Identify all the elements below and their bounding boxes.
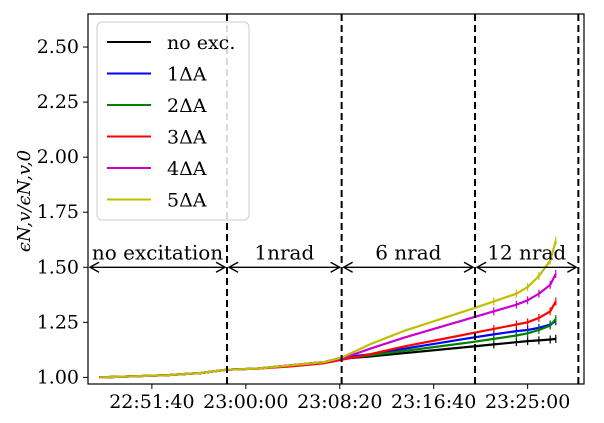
x-tick-label: 23:08:20 <box>297 391 382 413</box>
annotation-label: 1nrad <box>254 240 314 264</box>
x-tick-label: 22:51:40 <box>109 391 194 413</box>
annotation-label: no excitation <box>92 240 223 264</box>
series-line <box>99 318 557 379</box>
y-tick-label: 1.50 <box>37 256 79 278</box>
x-tick-label: 23:25:00 <box>485 391 570 413</box>
plot-frame <box>87 13 585 385</box>
arrow-head <box>567 261 578 273</box>
legend-label: 5ΔA <box>167 190 207 212</box>
y-tick-label: 2.00 <box>37 146 79 168</box>
y-tick-label: 2.25 <box>37 91 79 113</box>
legend-label: no exc. <box>167 32 235 54</box>
arrow-head <box>342 261 353 273</box>
legend-box <box>96 21 250 221</box>
arrow-head <box>475 261 487 273</box>
annotation-label: 6 nrad <box>375 240 441 264</box>
x-tick-label: 23:00:00 <box>203 391 288 413</box>
y-tick-label: 1.25 <box>37 311 79 333</box>
x-tick-label: 23:16:40 <box>391 391 476 413</box>
series-line <box>99 337 556 379</box>
arrow-head <box>227 261 239 273</box>
vlines-layer <box>226 14 580 384</box>
legend-label: 3ΔA <box>167 127 207 149</box>
legend-label: 2ΔA <box>167 95 207 117</box>
y-tick-label: 1.75 <box>37 201 79 223</box>
legend-label: 4ΔA <box>167 158 207 180</box>
legend-label: 1ΔA <box>167 64 207 86</box>
legend: no exc. 1ΔA 2ΔA 3ΔA 4ΔA 5ΔA <box>96 21 250 221</box>
y-axis-label: ϵN,v/ϵN,v,0 <box>14 150 35 252</box>
arrow-head <box>215 261 227 273</box>
arrow-head <box>330 261 342 273</box>
y-tick-label: 1.00 <box>37 366 79 388</box>
arrow-head <box>88 261 100 273</box>
annotation-label: 12 nrad <box>487 240 566 264</box>
series-layer <box>99 236 557 379</box>
y-tick-label: 2.50 <box>37 36 79 58</box>
axes-layer: 1.00 1.25 1.50 1.75 2.00 2.25 2.50 22:51:40 23:0… <box>14 13 585 413</box>
arrow-head <box>463 261 475 273</box>
annotations-layer: no excitation 1nrad 6 nrad 12 nrad <box>88 240 578 273</box>
